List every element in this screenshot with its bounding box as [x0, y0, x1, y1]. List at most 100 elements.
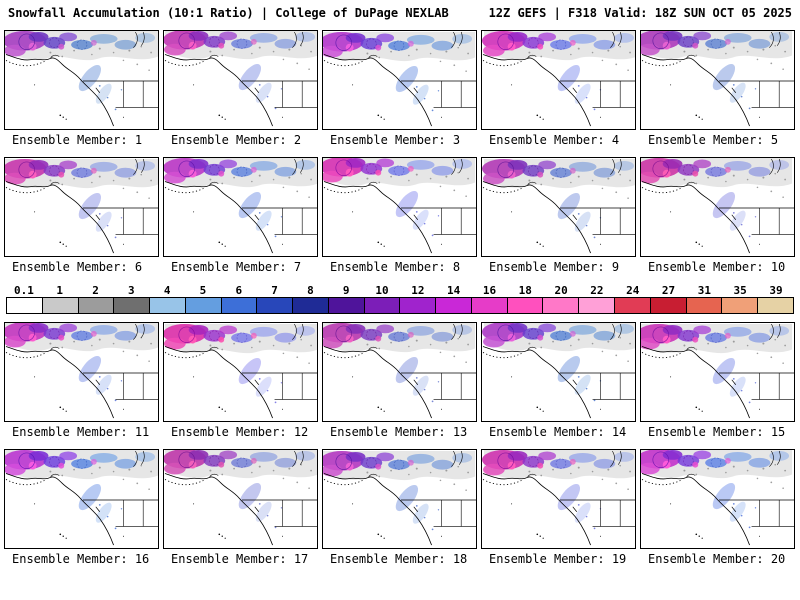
ensemble-member-label: Ensemble Member: 20 [648, 552, 786, 566]
colorbar-tick: 16 [482, 284, 497, 297]
colorbar-segment [399, 298, 436, 313]
ensemble-row-2: Ensemble Member: 6 Ensemble Member: 7 En… [0, 157, 800, 276]
run-valid-info: 12Z GEFS | F318 Valid: 18Z SUN OCT 05 20… [488, 6, 792, 20]
colorbar-tick: 1 [56, 284, 64, 297]
colorbar-segment [685, 298, 722, 313]
ensemble-row-4: Ensemble Member: 16 Ensemble Member: 17 … [0, 449, 800, 568]
colorbar-segment [542, 298, 579, 313]
ensemble-member-label: Ensemble Member: 18 [330, 552, 468, 566]
snowfall-map-image [4, 449, 159, 549]
snowfall-map-image [640, 157, 795, 257]
colorbar-segment [578, 298, 615, 313]
ensemble-map-panel[interactable]: Ensemble Member: 4 [481, 30, 636, 149]
ensemble-row-1: Ensemble Member: 1 Ensemble Member: 2 En… [0, 30, 800, 149]
colorbar-segment [7, 298, 42, 313]
ensemble-map-panel[interactable]: Ensemble Member: 6 [4, 157, 159, 276]
colorbar-segment [470, 298, 507, 313]
snowfall-map-image [4, 30, 159, 130]
ensemble-member-label: Ensemble Member: 7 [171, 260, 302, 274]
ensemble-member-label: Ensemble Member: 13 [330, 425, 468, 439]
ensemble-row-3: Ensemble Member: 11 Ensemble Member: 12 … [0, 322, 800, 441]
ensemble-member-label: Ensemble Member: 12 [171, 425, 309, 439]
colorbar-segment [256, 298, 293, 313]
ensemble-map-panel[interactable]: Ensemble Member: 3 [322, 30, 477, 149]
ensemble-map-panel[interactable]: Ensemble Member: 9 [481, 157, 636, 276]
ensemble-member-label: Ensemble Member: 3 [330, 133, 461, 147]
colorbar-tick: 24 [626, 284, 640, 297]
colorbar-tick: 3 [128, 284, 135, 297]
ensemble-map-panel[interactable]: Ensemble Member: 15 [640, 322, 795, 441]
colorbar-segment [292, 298, 328, 313]
snowfall-map-image [163, 322, 318, 422]
colorbar-tick: 8 [307, 284, 314, 297]
colorbar-tick: 7 [271, 284, 278, 297]
ensemble-map-panel[interactable]: Ensemble Member: 13 [322, 322, 477, 441]
colorbar-segment [721, 298, 758, 313]
colorbar-segment [506, 298, 543, 313]
ensemble-member-label: Ensemble Member: 16 [12, 552, 150, 566]
ensemble-map-panel[interactable]: Ensemble Member: 19 [481, 449, 636, 568]
colorbar-ticks: 0.1 1 2 3 4 5 6 7 8 9 10 12 14 16 18 20 22 24 27 31 35 39 [6, 284, 794, 297]
ensemble-member-label: Ensemble Member: 6 [12, 260, 143, 274]
ensemble-member-label: Ensemble Member: 4 [489, 133, 620, 147]
colorbar-segment [363, 298, 400, 313]
ensemble-map-panel[interactable]: Ensemble Member: 8 [322, 157, 477, 276]
snowfall-map-image [163, 157, 318, 257]
colorbar-segment [327, 298, 364, 313]
ensemble-member-label: Ensemble Member: 1 [12, 133, 143, 147]
colorbar-tick: 35 [733, 284, 747, 297]
snowfall-map-image [640, 30, 795, 130]
ensemble-map-panel[interactable]: Ensemble Member: 20 [640, 449, 795, 568]
ensemble-member-label: Ensemble Member: 19 [489, 552, 627, 566]
ensemble-map-panel[interactable]: Ensemble Member: 18 [322, 449, 477, 568]
colorbar-tick: 20 [554, 284, 568, 297]
snowfall-map-image [4, 322, 159, 422]
snowfall-map-image [163, 30, 318, 130]
colorbar-tick: 18 [518, 284, 532, 297]
colorbar-tick: 12 [411, 284, 425, 297]
colorbar-segment [614, 298, 650, 313]
ensemble-map-panel[interactable]: Ensemble Member: 1 [4, 30, 159, 149]
colorbar-bar [6, 297, 794, 314]
ensemble-map-panel[interactable]: Ensemble Member: 7 [163, 157, 318, 276]
snowfall-map-image [4, 157, 159, 257]
snowfall-map-image [481, 449, 636, 549]
ensemble-member-label: Ensemble Member: 17 [171, 552, 309, 566]
colorbar: 0.1 1 2 3 4 5 6 7 8 9 10 12 14 16 18 20 22 24 27 31 35 39 [6, 284, 794, 314]
ensemble-map-panel[interactable]: Ensemble Member: 2 [163, 30, 318, 149]
snowfall-map-image [163, 449, 318, 549]
ensemble-member-label: Ensemble Member: 15 [648, 425, 786, 439]
snowfall-map-image [640, 449, 795, 549]
ensemble-map-panel[interactable]: Ensemble Member: 16 [4, 449, 159, 568]
snowfall-map-image [481, 30, 636, 130]
ensemble-member-label: Ensemble Member: 9 [489, 260, 620, 274]
ensemble-map-panel[interactable]: Ensemble Member: 14 [481, 322, 636, 441]
ensemble-map-panel[interactable]: Ensemble Member: 12 [163, 322, 318, 441]
snowfall-map-image [322, 322, 477, 422]
colorbar-segment [113, 298, 150, 313]
colorbar-segment [184, 298, 221, 313]
colorbar-tick: 14 [447, 284, 461, 297]
snowfall-map-image [322, 30, 477, 130]
colorbar-tick: 31 [697, 284, 711, 297]
colorbar-segment [220, 298, 257, 313]
colorbar-tick: 10 [375, 284, 389, 297]
colorbar-tick: 4 [163, 284, 171, 297]
ensemble-member-label: Ensemble Member: 2 [171, 133, 302, 147]
colorbar-tick: 9 [342, 284, 350, 297]
colorbar-segment [41, 298, 78, 313]
ensemble-map-panel[interactable]: Ensemble Member: 11 [4, 322, 159, 441]
colorbar-segment [149, 298, 185, 313]
colorbar-tick: 39 [769, 284, 783, 297]
ensemble-map-panel[interactable]: Ensemble Member: 5 [640, 30, 795, 149]
ensemble-map-panel[interactable]: Ensemble Member: 17 [163, 449, 318, 568]
header: Snowfall Accumulation (10:1 Ratio) | Col… [0, 0, 800, 22]
colorbar-tick: 6 [235, 284, 243, 297]
snowfall-map-image [640, 322, 795, 422]
colorbar-segment [757, 298, 793, 313]
ensemble-map-panel[interactable]: Ensemble Member: 10 [640, 157, 795, 276]
ensemble-member-label: Ensemble Member: 8 [330, 260, 461, 274]
colorbar-segment [77, 298, 114, 313]
snowfall-map-image [481, 322, 636, 422]
